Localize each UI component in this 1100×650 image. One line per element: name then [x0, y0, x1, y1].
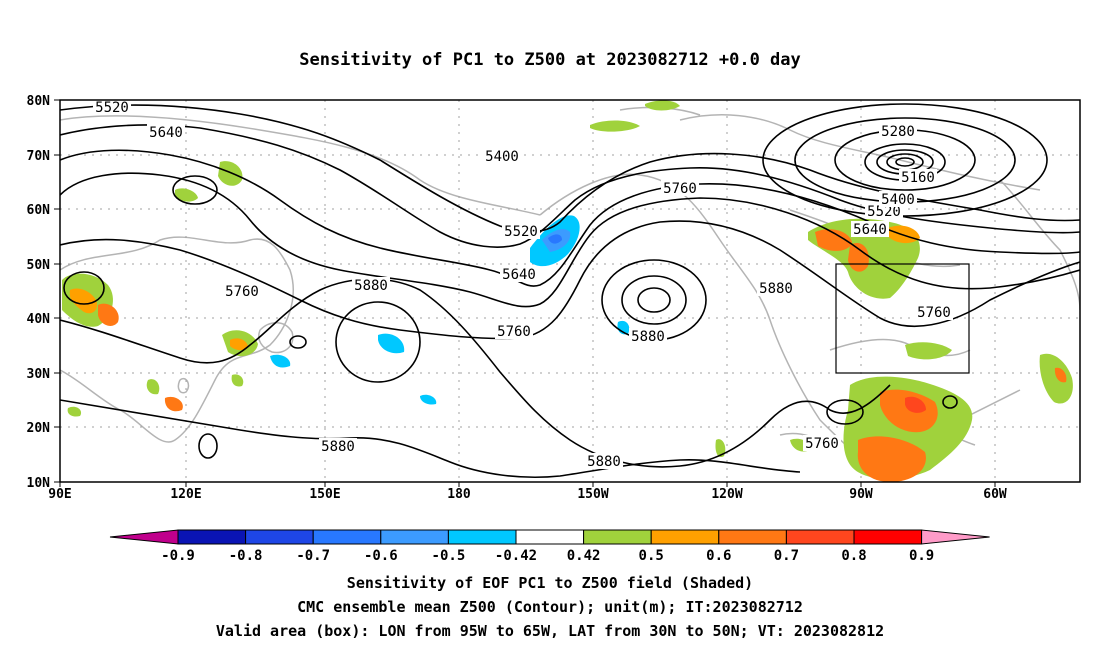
contour-label-bg	[899, 169, 937, 185]
contour-label: 5880	[587, 454, 621, 470]
colorbar-label: -0.9	[161, 548, 195, 564]
latitude-axis: 80N 70N 60N 50N 40N 30N 20N 10N	[27, 94, 60, 491]
contour-label-bg	[319, 438, 357, 454]
colorbar-label: -0.8	[229, 548, 263, 564]
contour-label-bg	[147, 124, 185, 140]
contour-label: 5640	[502, 267, 536, 283]
contour-label-bg	[483, 148, 521, 164]
contour-label: 5880	[759, 281, 793, 297]
contour-label: 5880	[354, 278, 388, 294]
lat-tick-label: 60N	[27, 203, 51, 218]
contour-labels: 5520564054005520564057605880576057605640…	[93, 100, 953, 470]
z500-contours	[60, 103, 1080, 479]
lon-tick-label: 150E	[309, 487, 340, 502]
sensitivity-shading	[62, 100, 1073, 482]
contour-label-bg	[93, 100, 131, 115]
colorbar-segment	[245, 529, 314, 545]
colorbar-label: -0.42	[495, 548, 537, 564]
contour-label: 5400	[485, 149, 519, 165]
colorbar-segment	[447, 529, 517, 545]
lon-tick-label: 180	[447, 487, 471, 502]
caption-shaded: Sensitivity of EOF PC1 to Z500 field (Sh…	[346, 574, 754, 592]
colorbar-segment	[650, 529, 720, 545]
contour-label: 5520	[867, 204, 901, 220]
colorbar-segment	[515, 529, 585, 545]
colorbar: -0.9 -0.8 -0.7 -0.6 -0.5 -0.42 0.42 0.5 0.6 0.7 0.…	[109, 529, 990, 564]
lat-tick-label: 50N	[27, 258, 51, 273]
plot-frame	[59, 99, 1081, 483]
lon-tick-label: 150W	[577, 487, 608, 502]
caption-contour: CMC ensemble mean Z500 (Contour); unit(m…	[297, 598, 803, 616]
contour-label-bg	[661, 180, 699, 196]
colorbar-label: 0.6	[706, 548, 731, 564]
colorbar-segment	[718, 529, 787, 545]
colorbar-label: -0.6	[364, 548, 398, 564]
lat-tick-label: 80N	[27, 94, 51, 109]
contour-label: 5280	[881, 124, 915, 140]
contour-label-bg	[879, 191, 917, 207]
lon-tick-label: 90E	[48, 487, 71, 502]
lon-tick-label: 120W	[711, 487, 742, 502]
colorbar-label: 0.5	[639, 548, 664, 564]
colorbar-label: 0.9	[909, 548, 934, 564]
lat-tick-label: 10N	[27, 476, 51, 491]
contour-label: 5760	[917, 305, 951, 321]
caption-valid-area: Valid area (box): LON from 95W to 65W, L…	[215, 622, 885, 640]
contour-label: 5520	[504, 224, 538, 240]
contour-label-bg	[629, 328, 667, 344]
longitude-axis: 90E 120E 150E 180 150W 120W 90W 60W	[48, 482, 1007, 502]
contour-label-bg	[851, 221, 889, 237]
lat-tick-label: 70N	[27, 149, 51, 164]
contour-label: 5400	[881, 192, 915, 208]
contour-label-bg	[757, 280, 795, 296]
colorbar-min-triangle	[109, 529, 179, 545]
colorbar-label: -0.5	[432, 548, 466, 564]
contour-label-bg	[223, 283, 261, 299]
colorbar-segment	[312, 529, 382, 545]
colorbar-segment	[583, 529, 652, 545]
contour-label-bg	[495, 323, 533, 339]
contour-label: 5760	[805, 436, 839, 452]
contour-label: 5880	[321, 439, 355, 455]
colorbar-max-triangle	[921, 529, 990, 545]
colorbar-segment	[785, 529, 855, 545]
contour-label: 5640	[853, 222, 887, 238]
colorbar-label: 0.8	[841, 548, 866, 564]
contour-label: 5640	[149, 125, 183, 141]
contour-label-bg	[915, 304, 953, 320]
colorbar-segment	[177, 529, 247, 545]
colorbar-segment	[380, 529, 449, 545]
lat-tick-label: 30N	[27, 367, 51, 382]
contour-label-bg	[585, 453, 623, 469]
lon-tick-label: 60W	[983, 487, 1007, 502]
colorbar-segment	[853, 529, 923, 545]
lon-tick-label: 90W	[849, 487, 873, 502]
lat-tick-label: 20N	[27, 421, 51, 436]
contour-label: 5520	[95, 100, 129, 116]
contour-label-bg	[502, 223, 540, 239]
colorbar-label: 0.7	[774, 548, 799, 564]
contour-label-bg	[500, 266, 538, 282]
contour-label-bg	[803, 435, 841, 451]
contour-label: 5760	[663, 181, 697, 197]
lon-tick-label: 120E	[170, 487, 201, 502]
contour-label: 5880	[631, 329, 665, 345]
contour-label-bg	[352, 277, 390, 293]
lat-tick-label: 40N	[27, 312, 51, 327]
contour-label-bg	[879, 123, 917, 139]
colorbar-label: -0.7	[296, 548, 330, 564]
valid-area-box	[835, 263, 970, 374]
map-title: Sensitivity of PC1 to Z500 at 2023082712…	[299, 50, 801, 70]
contour-label: 5760	[225, 284, 259, 300]
contour-label: 5760	[497, 324, 531, 340]
contour-label: 5160	[901, 170, 935, 186]
colorbar-label: 0.42	[567, 548, 601, 564]
